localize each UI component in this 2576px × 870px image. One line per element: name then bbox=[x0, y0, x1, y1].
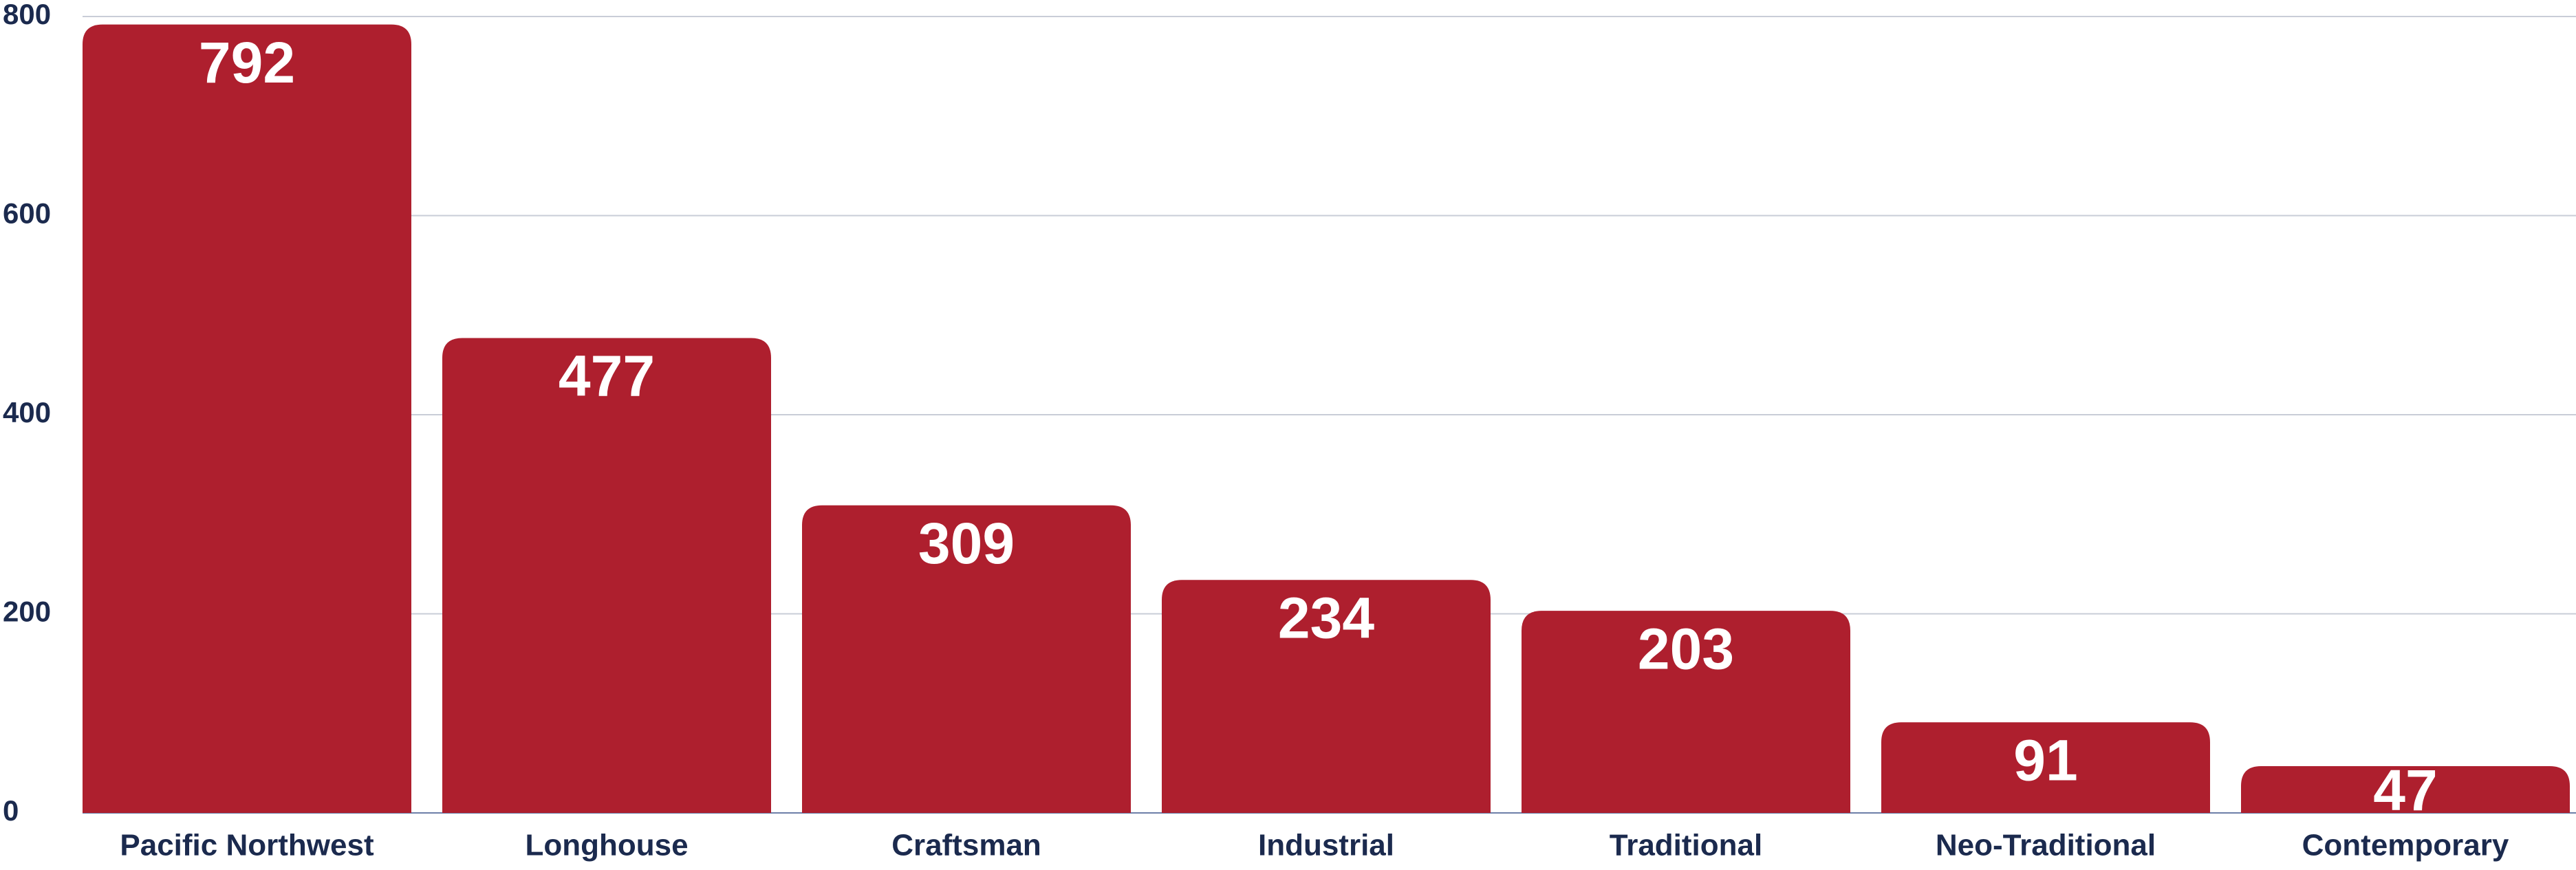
value-label: 203 bbox=[1638, 616, 1734, 681]
x-tick-label: Contemporary bbox=[2302, 829, 2509, 862]
value-label: 91 bbox=[2013, 728, 2077, 792]
bar bbox=[1881, 722, 2210, 813]
x-tick-label: Traditional bbox=[1610, 829, 1762, 862]
value-label: 309 bbox=[918, 511, 1015, 576]
x-tick-label: Longhouse bbox=[525, 829, 688, 862]
y-tick-label: 800 bbox=[3, 0, 51, 30]
x-tick-label: Industrial bbox=[1258, 829, 1394, 862]
bar bbox=[802, 505, 1131, 813]
bar bbox=[83, 24, 411, 814]
x-tick-label: Pacific Northwest bbox=[120, 829, 374, 862]
value-label: 47 bbox=[2373, 758, 2437, 823]
x-tick-label: Craftsman bbox=[891, 829, 1041, 862]
bar bbox=[1522, 611, 1850, 813]
value-label: 792 bbox=[199, 30, 295, 95]
bar bbox=[442, 338, 771, 814]
bar bbox=[2241, 765, 2570, 813]
value-label: 234 bbox=[1278, 585, 1374, 650]
y-tick-label: 200 bbox=[3, 596, 51, 628]
x-tick-label: Neo-Traditional bbox=[1936, 829, 2156, 862]
y-tick-label: 0 bbox=[3, 794, 19, 827]
y-tick-label: 400 bbox=[3, 396, 51, 428]
value-label: 477 bbox=[559, 344, 655, 409]
bar bbox=[1162, 580, 1491, 813]
y-tick-label: 600 bbox=[3, 197, 51, 230]
